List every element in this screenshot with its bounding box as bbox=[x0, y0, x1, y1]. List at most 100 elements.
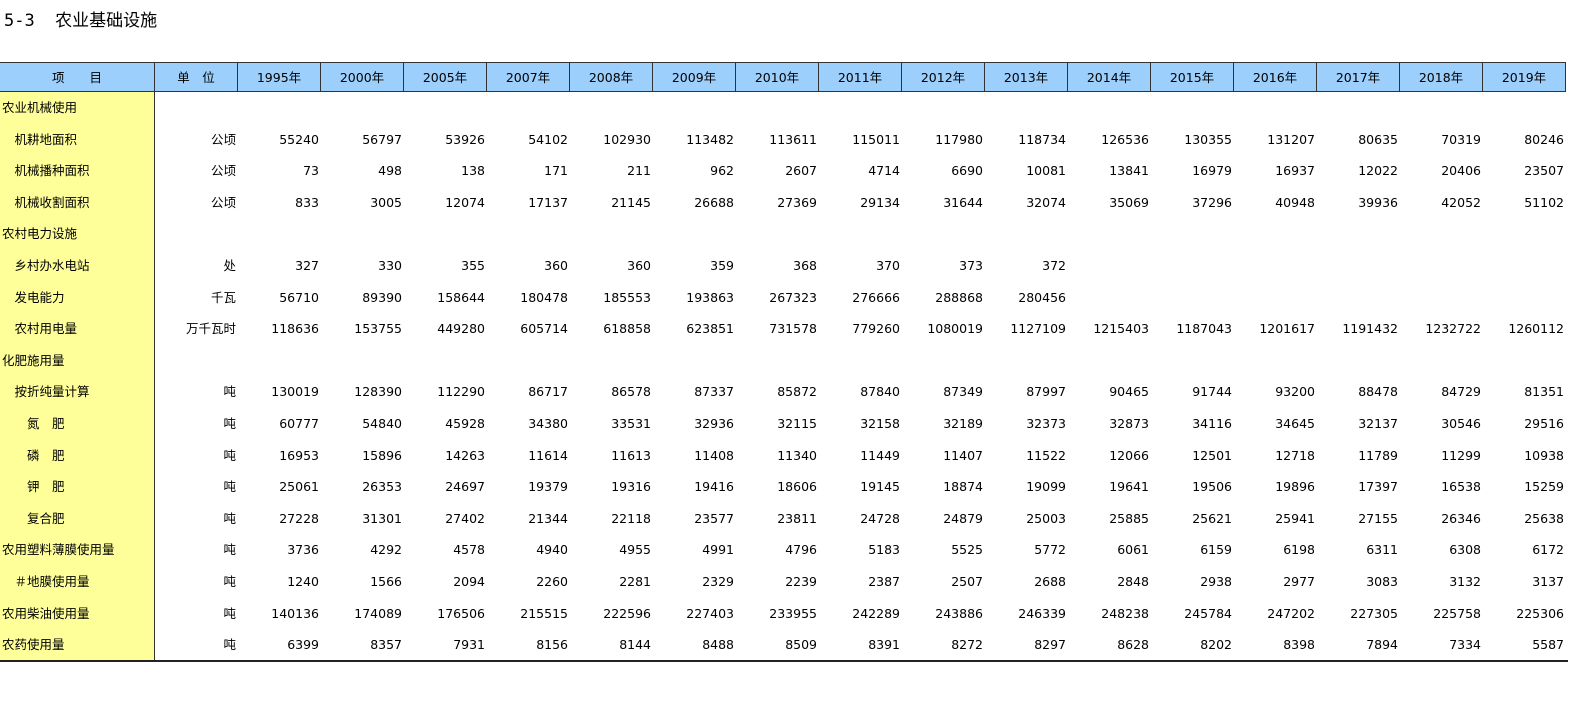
cell-value: 18606 bbox=[777, 479, 817, 495]
cell-value: 5525 bbox=[951, 542, 983, 558]
cell-value: 5183 bbox=[868, 542, 900, 558]
cell-value: 27402 bbox=[445, 510, 485, 526]
cell-value: 2607 bbox=[785, 163, 817, 179]
header-year: 1995年 bbox=[238, 62, 321, 92]
cell-value: 225306 bbox=[1516, 605, 1564, 621]
header-year: 2000年 bbox=[321, 62, 404, 92]
cell-value: 248238 bbox=[1101, 605, 1149, 621]
cell-value: 12074 bbox=[445, 194, 485, 210]
cell-value: 359 bbox=[710, 258, 734, 273]
cell-value: 87337 bbox=[694, 384, 734, 400]
cell-value: 25885 bbox=[1109, 510, 1149, 526]
cell-value: 8272 bbox=[951, 637, 983, 653]
cell-value: 32074 bbox=[1026, 194, 1066, 210]
cell-value: 8488 bbox=[702, 637, 734, 653]
cell-value: 2688 bbox=[1034, 574, 1066, 589]
cell-value: 56710 bbox=[279, 289, 319, 305]
cell-value: 39936 bbox=[1358, 194, 1398, 210]
cell-value: 12022 bbox=[1358, 163, 1398, 179]
cell-value: 113482 bbox=[686, 131, 734, 147]
cell-value: 32936 bbox=[694, 416, 734, 431]
cell-value: 93200 bbox=[1275, 384, 1315, 400]
cell-value: 24728 bbox=[860, 510, 900, 526]
cell-value: 19506 bbox=[1192, 479, 1232, 495]
cell-value: 10081 bbox=[1026, 163, 1066, 179]
cell-value: 19316 bbox=[611, 479, 651, 495]
row-label: 农用塑料薄膜使用量 bbox=[2, 542, 115, 558]
cell-value: 85872 bbox=[777, 384, 817, 400]
cell-value: 19641 bbox=[1109, 479, 1149, 495]
cell-value: 153755 bbox=[354, 321, 402, 337]
cell-value: 29516 bbox=[1524, 416, 1564, 431]
cell-value: 86717 bbox=[528, 384, 568, 400]
row-unit: 公顷 bbox=[210, 131, 236, 147]
cell-value: 22118 bbox=[611, 510, 651, 526]
cell-value: 2977 bbox=[1283, 574, 1315, 589]
cell-value: 19099 bbox=[1026, 479, 1066, 495]
cell-value: 54840 bbox=[362, 416, 402, 431]
cell-value: 8144 bbox=[619, 637, 651, 653]
cell-value: 11299 bbox=[1441, 447, 1481, 463]
cell-value: 14263 bbox=[445, 447, 485, 463]
row-label: 磷 肥 bbox=[2, 447, 65, 463]
cell-value: 140136 bbox=[271, 605, 319, 621]
cell-value: 29134 bbox=[860, 194, 900, 210]
row-label: 复合肥 bbox=[2, 510, 65, 526]
cell-value: 32158 bbox=[860, 416, 900, 431]
cell-value: 70319 bbox=[1441, 131, 1481, 147]
cell-value: 90465 bbox=[1109, 384, 1149, 400]
cell-value: 25061 bbox=[279, 479, 319, 495]
cell-value: 618858 bbox=[603, 321, 651, 337]
cell-value: 6690 bbox=[951, 163, 983, 179]
cell-value: 2938 bbox=[1200, 574, 1232, 589]
row-label: 农用柴油使用量 bbox=[2, 605, 90, 621]
cell-value: 1566 bbox=[370, 574, 402, 589]
cell-value: 112290 bbox=[437, 384, 485, 400]
row-unit: 吨 bbox=[223, 605, 236, 621]
cell-value: 54102 bbox=[528, 131, 568, 147]
cell-value: 11614 bbox=[528, 447, 568, 463]
cell-value: 32373 bbox=[1026, 416, 1066, 431]
cell-value: 17397 bbox=[1358, 479, 1398, 495]
cell-value: 42052 bbox=[1441, 194, 1481, 210]
cell-value: 1260112 bbox=[1508, 321, 1564, 337]
cell-value: 8509 bbox=[785, 637, 817, 653]
cell-value: 5587 bbox=[1532, 637, 1564, 653]
cell-value: 25638 bbox=[1524, 510, 1564, 526]
cell-value: 27228 bbox=[279, 510, 319, 526]
row-label: 农业机械使用 bbox=[2, 100, 78, 115]
cell-value: 131207 bbox=[1267, 131, 1315, 147]
cell-value: 176506 bbox=[437, 605, 485, 621]
cell-value: 80635 bbox=[1358, 131, 1398, 147]
row-label: 农村用电量 bbox=[2, 321, 78, 337]
cell-value: 15259 bbox=[1524, 479, 1564, 495]
table-bottom-rule bbox=[0, 660, 1568, 662]
cell-value: 23577 bbox=[694, 510, 734, 526]
header-unit: 单 位 bbox=[155, 62, 238, 92]
cell-value: 12718 bbox=[1275, 447, 1315, 463]
cell-value: 25621 bbox=[1192, 510, 1232, 526]
row-label: 发电能力 bbox=[2, 289, 65, 305]
title: 5-3 农业基础设施 bbox=[4, 11, 158, 31]
cell-value: 87349 bbox=[943, 384, 983, 400]
cell-value: 25003 bbox=[1026, 510, 1066, 526]
cell-value: 89390 bbox=[362, 289, 402, 305]
cell-value: 115011 bbox=[852, 131, 900, 147]
cell-value: 18874 bbox=[943, 479, 983, 495]
row-unit: 吨 bbox=[223, 637, 236, 653]
cell-value: 126536 bbox=[1101, 131, 1149, 147]
cell-value: 30546 bbox=[1441, 416, 1481, 431]
header-year: 2016年 bbox=[1234, 62, 1317, 92]
cell-value: 245784 bbox=[1184, 605, 1232, 621]
header-year: 2018年 bbox=[1400, 62, 1483, 92]
cell-value: 605714 bbox=[520, 321, 568, 337]
cell-value: 1187043 bbox=[1176, 321, 1232, 337]
cell-value: 19145 bbox=[860, 479, 900, 495]
cell-value: 355 bbox=[461, 258, 485, 273]
cell-value: 8398 bbox=[1283, 637, 1315, 653]
cell-value: 242289 bbox=[852, 605, 900, 621]
cell-value: 1240 bbox=[287, 574, 319, 589]
row-label: 机械收割面积 bbox=[2, 194, 90, 210]
cell-value: 33531 bbox=[611, 416, 651, 431]
